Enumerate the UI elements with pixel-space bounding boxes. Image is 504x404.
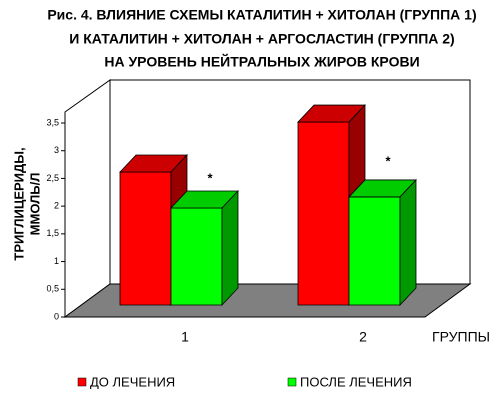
y-tick-label: 1,5: [46, 228, 59, 238]
annotation: *: [385, 154, 391, 169]
y-tick-label: 3: [54, 145, 59, 155]
y-tick-label: 1: [54, 256, 59, 266]
x-tick-label: 1: [181, 329, 189, 345]
y-axis-label-line: ММОЛЬ/Л: [27, 173, 42, 236]
x-axis-label: ГРУППЫ: [432, 329, 490, 345]
chart-title: И КАТАЛИТИН + ХИТОЛАН + АРГОСЛАСТИН (ГРУ…: [69, 31, 454, 47]
y-tick-label: 2,5: [46, 173, 59, 183]
y-tick-label: 0: [54, 311, 59, 321]
chart-title: НА УРОВЕНЬ НЕЙТРАЛЬНЫХ ЖИРОВ КРОВИ: [104, 53, 419, 70]
side-wall: [64, 79, 111, 318]
legend-swatch: [287, 377, 297, 387]
x-tick-label: 2: [359, 329, 367, 345]
annotation: *: [207, 170, 213, 185]
y-axis-label-line: ТРИГЛИЦЕРИДЫ,: [11, 147, 26, 260]
chart-title: Рис. 4. ВЛИЯНИЕ СХЕМЫ КАТАЛИТИН + ХИТОЛА…: [47, 7, 476, 23]
legend-swatch: [77, 377, 87, 387]
bar-front: [170, 207, 223, 306]
y-axis-label: ТРИГЛИЦЕРИДЫ, ММОЛЬ/Л: [11, 147, 42, 260]
y-tick-label: 3,5: [46, 117, 59, 127]
bar-side: [221, 189, 239, 307]
legend-label: ПОСЛЕ ЛЕЧЕНИЯ: [300, 374, 412, 389]
bar-side: [399, 178, 417, 307]
legend-label: ДО ЛЕЧЕНИЯ: [90, 374, 175, 389]
bar: [348, 178, 417, 307]
bar-front: [348, 196, 401, 306]
bar-front: [119, 171, 172, 306]
y-tick-label: 0,5: [46, 284, 59, 294]
y-tick-label: 2: [54, 201, 59, 211]
bar-front: [297, 121, 350, 306]
bar: [170, 189, 239, 307]
